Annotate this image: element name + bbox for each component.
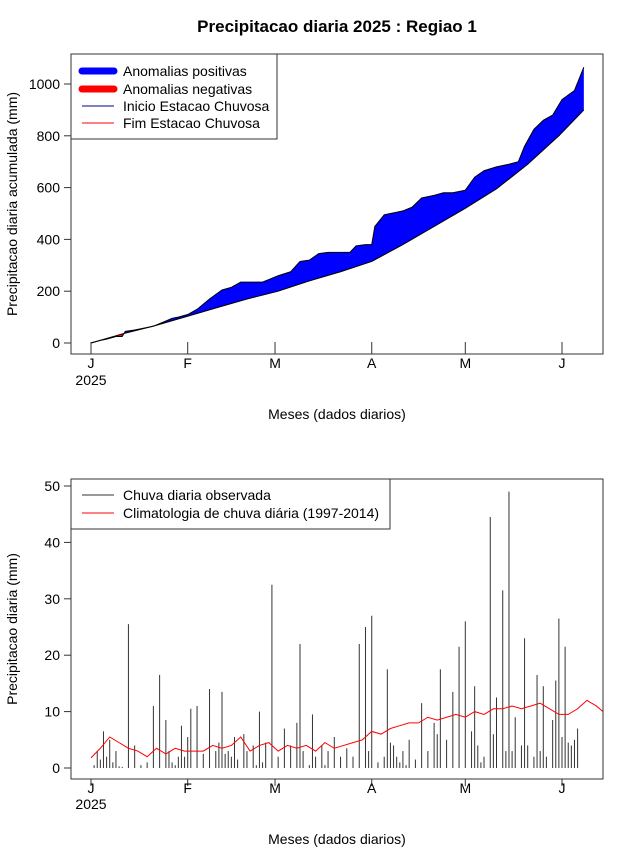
x-tick-label: J (559, 780, 566, 796)
x-tick-label: J (88, 780, 95, 796)
top-plot-frame (70, 53, 604, 355)
top-x-axis-label: Meses (dados diarios) (268, 406, 406, 422)
x-tick-label: A (367, 780, 377, 796)
y-tick-label: 30 (44, 591, 60, 607)
accumulated-plot: 0 200 400 600 800 1000 J F M A M J (29, 53, 604, 371)
y-tick-label: 20 (44, 647, 60, 663)
chart-title: Precipitacao diaria 2025 : Regiao 1 (197, 17, 477, 36)
observed-accumulated-line (90, 66, 585, 344)
y-tick-label: 0 (52, 335, 60, 351)
legend-label-positive: Anomalias positivas (123, 63, 247, 79)
climatology-daily-line (90, 699, 604, 759)
climatology-line (90, 699, 604, 759)
top-legend: Anomalias positivas Anomalias negativas … (70, 53, 278, 140)
y-tick-label: 10 (44, 704, 60, 720)
y-tick-label: 1000 (29, 76, 60, 92)
x-tick-label: A (367, 355, 377, 371)
top-year-label: 2025 (75, 372, 106, 388)
x-tick-label: M (459, 355, 471, 371)
legend-label-observed: Chuva diaria observada (123, 487, 271, 503)
bottom-y-axis: 0 10 20 30 40 50 (44, 478, 71, 776)
climatological-accumulated-line (90, 109, 585, 344)
bottom-x-axis-label: Meses (dados diarios) (268, 831, 406, 847)
bottom-legend: Chuva diaria observada Climatologia de c… (70, 478, 391, 530)
y-tick-label: 800 (37, 128, 61, 144)
x-tick-label: M (269, 355, 281, 371)
y-tick-label: 0 (52, 760, 60, 776)
top-y-axis: 0 200 400 600 800 1000 (29, 76, 71, 351)
legend-label-inicio: Inicio Estacao Chuvosa (123, 98, 270, 114)
y-tick-label: 400 (37, 231, 61, 247)
y-tick-label: 50 (44, 478, 60, 494)
bottom-year-label: 2025 (75, 796, 106, 812)
legend-label-climatology: Climatologia de chuva diária (1997-2014) (123, 505, 379, 521)
top-y-axis-label: Precipitacao diaria acumulada (mm) (4, 92, 20, 316)
legend-label-negative: Anomalias negativas (123, 81, 252, 97)
legend-label-fim: Fim Estacao Chuvosa (123, 115, 260, 131)
x-tick-label: F (183, 355, 192, 371)
daily-plot: 0 10 20 30 40 50 J F M A M J (44, 478, 604, 796)
x-tick-label: J (88, 355, 95, 371)
bottom-legend-box (70, 478, 391, 530)
y-tick-label: 600 (37, 180, 61, 196)
bottom-y-axis-label: Precipitacao diaria (mm) (4, 553, 20, 705)
x-tick-label: M (269, 780, 281, 796)
x-tick-label: J (559, 355, 566, 371)
x-tick-label: M (459, 780, 471, 796)
y-tick-label: 40 (44, 534, 60, 550)
y-tick-label: 200 (37, 283, 61, 299)
accumulated-lines (90, 66, 585, 344)
daily-bars (93, 491, 579, 768)
x-tick-label: F (183, 780, 192, 796)
